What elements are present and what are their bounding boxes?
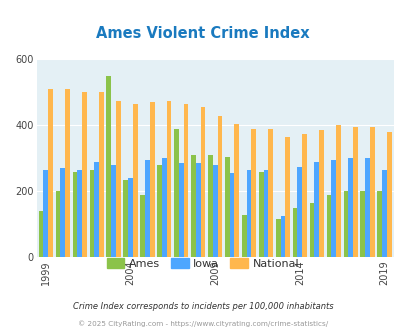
Bar [381,170,386,257]
Bar [263,170,268,257]
Bar [191,155,195,257]
Text: © 2025 CityRating.com - https://www.cityrating.com/crime-statistics/: © 2025 CityRating.com - https://www.city… [78,320,327,327]
Bar [200,107,205,257]
Bar [217,115,222,257]
Bar [360,191,364,257]
Bar [285,137,289,257]
Bar [313,162,318,257]
Bar [132,104,137,257]
Bar [65,89,70,257]
Bar [335,125,340,257]
Bar [179,163,183,257]
Bar [166,101,171,257]
Bar [229,173,234,257]
Bar [234,124,239,257]
Bar [330,160,335,257]
Bar [77,170,82,257]
Bar [123,180,128,257]
Bar [364,158,369,257]
Bar [94,162,99,257]
Bar [140,195,145,257]
Bar [268,129,273,257]
Bar [241,214,246,257]
Bar [297,167,301,257]
Bar [99,92,104,257]
Bar [347,158,352,257]
Bar [183,104,188,257]
Bar [106,76,111,257]
Bar [301,134,306,257]
Bar [55,191,60,257]
Bar [162,158,166,257]
Bar [343,191,347,257]
Bar [43,170,48,257]
Bar [275,219,280,257]
Bar [60,168,65,257]
Bar [369,127,374,257]
Text: Ames Violent Crime Index: Ames Violent Crime Index [96,25,309,41]
Bar [116,101,120,257]
Bar [246,170,251,257]
Bar [377,191,381,257]
Bar [280,216,285,257]
Bar [318,130,323,257]
Bar [111,165,116,257]
Bar [145,160,149,257]
Bar [352,127,357,257]
Bar [157,165,162,257]
Bar [82,92,87,257]
Bar [38,211,43,257]
Bar [292,208,297,257]
Bar [174,129,179,257]
Bar [149,102,154,257]
Text: Crime Index corresponds to incidents per 100,000 inhabitants: Crime Index corresponds to incidents per… [72,302,333,311]
Bar [309,203,313,257]
Legend: Ames, Iowa, National: Ames, Iowa, National [102,254,303,273]
Bar [212,165,217,257]
Bar [90,170,94,257]
Bar [386,132,391,257]
Bar [48,89,53,257]
Bar [258,172,263,257]
Bar [128,178,132,257]
Bar [72,172,77,257]
Bar [195,163,200,257]
Bar [326,195,330,257]
Bar [251,129,256,257]
Bar [224,157,229,257]
Bar [207,155,212,257]
